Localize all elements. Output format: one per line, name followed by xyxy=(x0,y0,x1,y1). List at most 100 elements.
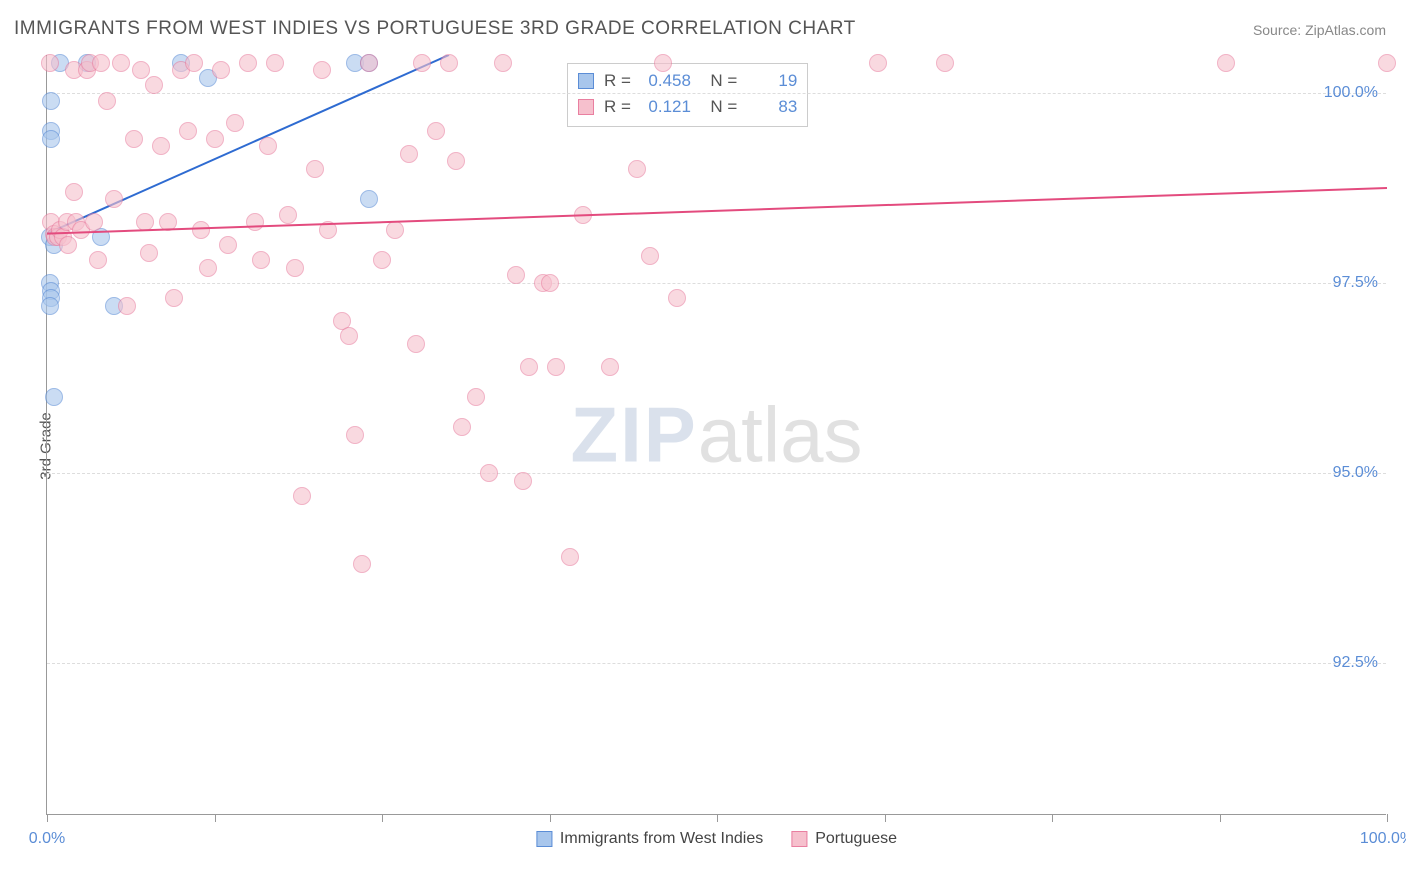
scatter-point xyxy=(601,358,619,376)
stat-n-value: 83 xyxy=(747,94,797,120)
legend-swatch xyxy=(578,99,594,115)
stats-row: R =0.121 N =83 xyxy=(578,94,797,120)
scatter-point xyxy=(1217,54,1235,72)
scatter-point xyxy=(252,251,270,269)
scatter-point xyxy=(192,221,210,239)
x-tick xyxy=(215,814,216,822)
gridline xyxy=(47,663,1386,664)
stat-n-label: N = xyxy=(701,68,737,94)
x-tick xyxy=(47,814,48,822)
scatter-point xyxy=(346,426,364,444)
scatter-point xyxy=(212,61,230,79)
scatter-point xyxy=(447,152,465,170)
gridline xyxy=(47,93,1386,94)
scatter-point xyxy=(89,251,107,269)
legend-swatch xyxy=(791,831,807,847)
bottom-legend: Immigrants from West Indies Portuguese xyxy=(536,830,897,848)
x-tick-label: 0.0% xyxy=(29,830,65,848)
scatter-point xyxy=(136,213,154,231)
scatter-point xyxy=(42,92,60,110)
scatter-point xyxy=(1378,54,1396,72)
scatter-point xyxy=(65,183,83,201)
scatter-point xyxy=(59,236,77,254)
scatter-point xyxy=(206,130,224,148)
y-tick-label: 92.5% xyxy=(1333,654,1378,672)
x-tick xyxy=(717,814,718,822)
scatter-point xyxy=(654,54,672,72)
stat-n-label: N = xyxy=(701,94,737,120)
scatter-point xyxy=(494,54,512,72)
scatter-point xyxy=(480,464,498,482)
scatter-point xyxy=(112,54,130,72)
scatter-point xyxy=(547,358,565,376)
scatter-point xyxy=(145,76,163,94)
y-tick-label: 95.0% xyxy=(1333,464,1378,482)
scatter-point xyxy=(41,54,59,72)
scatter-point xyxy=(340,327,358,345)
scatter-point xyxy=(41,297,59,315)
scatter-point xyxy=(467,388,485,406)
scatter-point xyxy=(179,122,197,140)
x-tick xyxy=(1220,814,1221,822)
stat-r-value: 0.121 xyxy=(641,94,691,120)
scatter-point xyxy=(293,487,311,505)
scatter-point xyxy=(574,206,592,224)
stat-r-value: 0.458 xyxy=(641,68,691,94)
gridline xyxy=(47,283,1386,284)
trend-line xyxy=(47,55,1387,815)
scatter-point xyxy=(313,61,331,79)
scatter-point xyxy=(936,54,954,72)
scatter-point xyxy=(246,213,264,231)
scatter-point xyxy=(159,213,177,231)
scatter-point xyxy=(373,251,391,269)
source-attribution: Source: ZipAtlas.com xyxy=(1253,22,1386,38)
scatter-point xyxy=(45,388,63,406)
legend-swatch xyxy=(536,831,552,847)
scatter-point xyxy=(219,236,237,254)
scatter-point xyxy=(239,54,257,72)
y-tick-label: 100.0% xyxy=(1324,84,1378,102)
legend-label: Portuguese xyxy=(815,830,897,848)
scatter-point xyxy=(105,190,123,208)
scatter-point xyxy=(413,54,431,72)
scatter-point xyxy=(507,266,525,284)
legend-swatch xyxy=(578,73,594,89)
x-tick xyxy=(382,814,383,822)
stat-r-label: R = xyxy=(604,68,631,94)
watermark: ZIPatlas xyxy=(570,389,862,480)
stats-row: R =0.458 N =19 xyxy=(578,68,797,94)
scatter-point xyxy=(226,114,244,132)
scatter-point xyxy=(541,274,559,292)
scatter-point xyxy=(400,145,418,163)
scatter-point xyxy=(319,221,337,239)
scatter-point xyxy=(360,54,378,72)
scatter-point xyxy=(118,297,136,315)
scatter-point xyxy=(98,92,116,110)
gridline xyxy=(47,473,1386,474)
scatter-point xyxy=(286,259,304,277)
legend-label: Immigrants from West Indies xyxy=(560,830,763,848)
scatter-point xyxy=(514,472,532,490)
x-tick xyxy=(1387,814,1388,822)
scatter-point xyxy=(140,244,158,262)
y-tick-label: 97.5% xyxy=(1333,274,1378,292)
scatter-point xyxy=(165,289,183,307)
scatter-point xyxy=(628,160,646,178)
scatter-point xyxy=(306,160,324,178)
scatter-point xyxy=(85,213,103,231)
scatter-point xyxy=(427,122,445,140)
x-tick-label: 100.0% xyxy=(1360,830,1406,848)
legend-item: Immigrants from West Indies xyxy=(536,830,763,848)
scatter-point xyxy=(185,54,203,72)
x-tick xyxy=(550,814,551,822)
scatter-point xyxy=(641,247,659,265)
scatter-point xyxy=(561,548,579,566)
scatter-point xyxy=(353,555,371,573)
scatter-point xyxy=(199,259,217,277)
scatter-point xyxy=(132,61,150,79)
watermark-atlas: atlas xyxy=(698,390,863,478)
scatter-point xyxy=(125,130,143,148)
scatter-point xyxy=(360,190,378,208)
scatter-point xyxy=(869,54,887,72)
scatter-point xyxy=(453,418,471,436)
